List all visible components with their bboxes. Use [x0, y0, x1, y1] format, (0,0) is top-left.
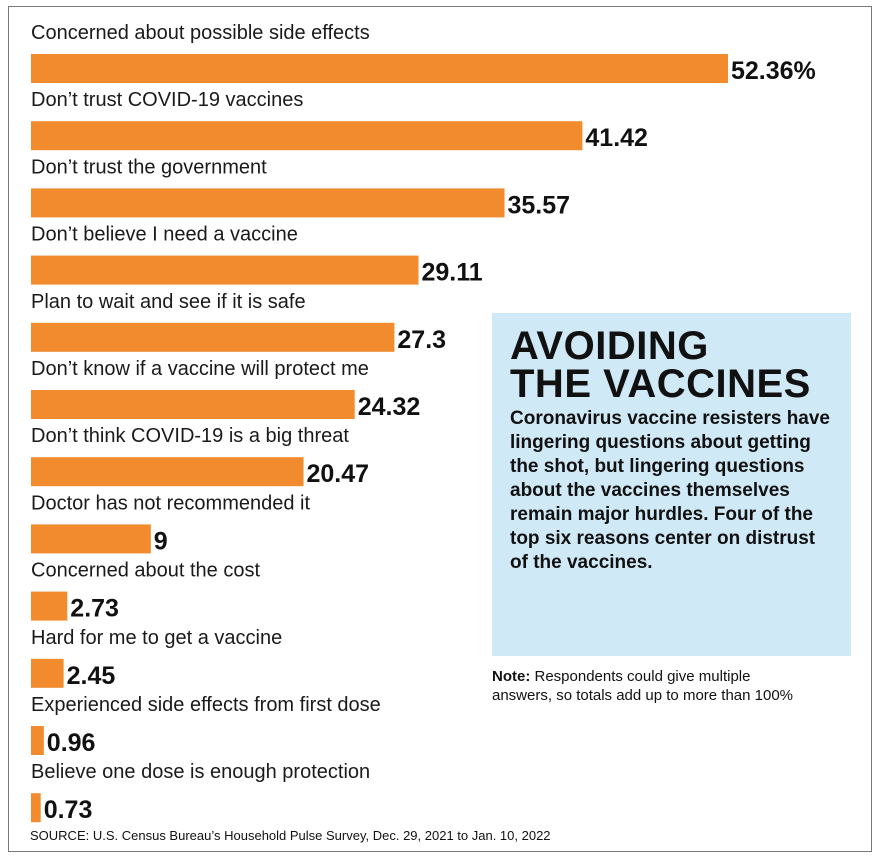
bar: [31, 457, 304, 487]
value-label: 2.45: [67, 662, 116, 690]
dek-text: Coronavirus vaccine resisters have linge…: [510, 408, 831, 573]
source-line: SOURCE: U.S. Census Bureau’s Household P…: [30, 828, 551, 843]
value-label: 35.57: [508, 191, 571, 219]
note-label: Note:: [492, 668, 531, 685]
headline-line-2: THE VACCINES: [510, 362, 811, 406]
value-label: 0.73: [44, 796, 93, 824]
category-label: Hard for me to get a vaccine: [31, 627, 282, 649]
info-box: AVOIDING THE VACCINES Coronavirus vaccin…: [492, 313, 851, 656]
note: Note: Respondents could give multiple an…: [492, 667, 812, 705]
bar: [31, 54, 728, 83]
headline: AVOIDING THE VACCINES: [510, 324, 837, 406]
value-label: 9: [154, 527, 168, 555]
category-label: Doctor has not recommended it: [31, 492, 310, 514]
value-label: 24.32: [358, 393, 421, 421]
category-label: Don’t trust the government: [31, 156, 267, 178]
category-label: Experienced side effects from first dose: [31, 694, 381, 716]
category-label: Don’t think COVID-19 is a big threat: [31, 425, 349, 447]
value-label: 2.73: [70, 595, 119, 623]
bar: [31, 188, 505, 218]
category-label: Don’t know if a vaccine will protect me: [31, 358, 369, 380]
chart-frame: [8, 6, 872, 852]
bar: [31, 726, 44, 755]
bar: [31, 255, 419, 285]
bar: [31, 524, 151, 554]
bar: [31, 390, 355, 419]
category-label: Concerned about the cost: [31, 560, 260, 582]
bar: [31, 322, 395, 352]
value-label: 52.36%: [731, 57, 816, 85]
category-label: Plan to wait and see if it is safe: [31, 291, 306, 313]
note-text: Respondents could give multiple answers,…: [492, 668, 794, 704]
value-label: 29.11: [422, 259, 483, 287]
value-label: 41.42: [585, 124, 648, 152]
bar: [31, 121, 583, 151]
value-label: 0.96: [47, 729, 96, 757]
bar-chart: Concerned about possible side effects 52.…: [31, 22, 816, 824]
bar: [31, 658, 64, 688]
bar: [31, 793, 41, 823]
value-label: 27.3: [397, 326, 446, 354]
category-label: Believe one dose is enough protection: [31, 761, 370, 783]
headline-line-1: AVOIDING: [510, 324, 709, 368]
bar: [31, 591, 68, 621]
category-label: Don’t trust COVID-19 vaccines: [31, 89, 303, 111]
category-label: Concerned about possible side effects: [31, 22, 370, 44]
category-label: Don’t believe I need a vaccine: [31, 224, 298, 246]
value-label: 20.47: [307, 460, 370, 488]
